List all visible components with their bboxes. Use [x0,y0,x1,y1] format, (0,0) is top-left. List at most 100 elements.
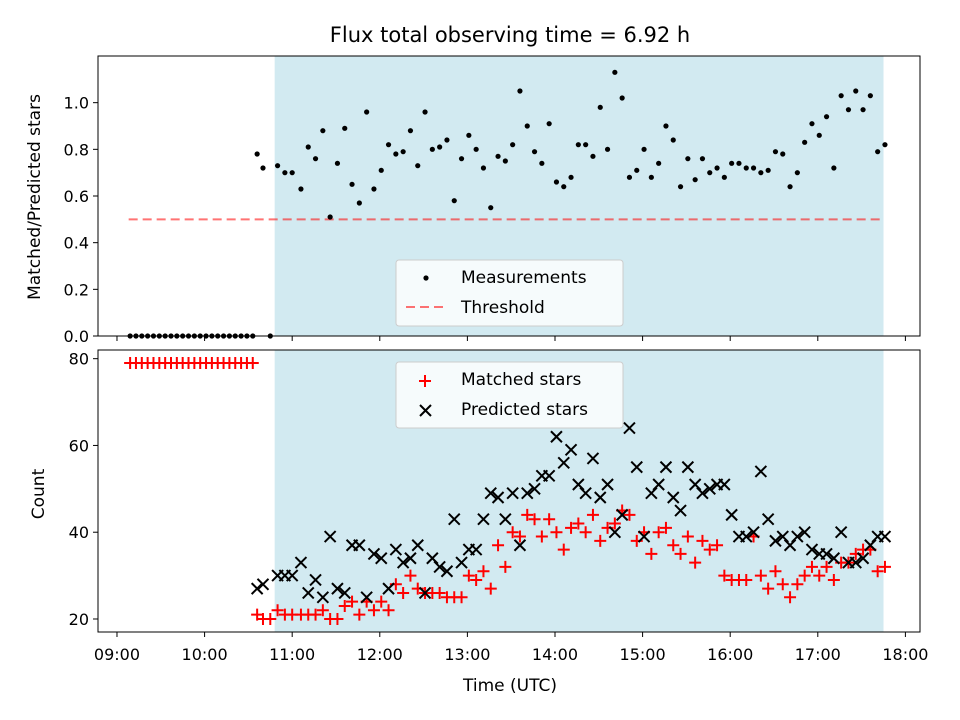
measurement-point [260,165,266,171]
predicted-star-point [367,547,381,561]
measurement-point [758,170,764,176]
measurement-point [517,88,523,94]
measurement-point [794,170,800,176]
predicted-star-point [382,582,395,595]
measurement-point [488,205,494,211]
matched-stars-points [124,357,891,625]
predicted-star-point [820,547,833,561]
matched-star-point [689,556,702,569]
matched-star-point [645,547,658,560]
measurement-point [422,109,428,115]
matched-star-point [543,513,556,526]
measurement-point [823,114,830,120]
predicted-star-point [404,552,417,565]
bottom-axes-frame [97,349,921,633]
matched-star-point [353,608,366,621]
measurement-point [495,153,501,159]
measurement-point [356,200,362,206]
predicted-star-point [652,478,665,491]
measurement-point [480,165,487,171]
matched-star-point [659,521,672,534]
measurement-point [604,146,611,152]
top-y-axis-label: Matched/Predicted stars [25,94,45,300]
bottom-x-ticks: 09:00 10:00 11:00 12:00 13:00 14:00 15:00 16:00… [94,632,928,664]
measurement-point [853,88,859,94]
predicted-star-point [528,482,541,496]
predicted-star-point [550,430,563,443]
x-tick-label: 18:00 [882,645,928,664]
measurement-point [765,167,771,173]
predicted-star-point [856,552,870,565]
measurement-point [553,179,560,185]
measurement-point [663,123,669,129]
predicted-star-point [285,569,299,582]
predicted-star-point [294,556,308,569]
measurement-point [349,181,355,187]
measurement-point [282,170,288,176]
matched-star-point [382,604,395,617]
measurement-point [780,151,786,157]
predicted-star-point [586,452,600,465]
top-x-ticks [116,336,906,341]
matched-star-point [557,543,570,556]
predicted-star-point [659,460,673,474]
matched-star-point [246,357,259,370]
top-y-tick-label: 0.0 [64,327,89,346]
matched-star-point [681,530,694,543]
top-legend-box [395,259,624,327]
measurement-point [860,107,866,113]
x-tick-label: 15:00 [620,645,666,664]
predicted-star-point [615,508,629,522]
predicted-star-point [601,478,614,491]
top-y-tick-label: 0.6 [64,187,89,206]
matched-star-point [462,569,475,582]
matched-star-point [667,539,680,552]
measurement-point [729,160,735,166]
x-tick-label: 10:00 [182,645,228,664]
x-tick-label: 13:00 [444,645,490,664]
predicted-star-point [256,578,270,591]
predicted-star-point [484,486,497,500]
matched-star-point [623,508,636,521]
measurement-point [867,93,873,99]
predicted-star-point [681,460,695,474]
bottom-legend: Matched stars Predicted stars [395,361,624,429]
measurement-point [685,156,691,162]
predicted-star-point [448,512,461,526]
measurement-point [714,165,720,171]
predicted-star-point [579,486,592,500]
measurement-point [838,93,844,99]
top-y-ticks: 0.0 0.2 0.4 0.6 0.8 1.0 [64,94,98,346]
predicted-star-point [557,456,570,470]
measurement-point [699,156,706,162]
measurement-point [385,142,392,148]
measurement-point [334,160,341,166]
predicted-star-point [375,552,388,565]
bottom-panel: 20 40 60 80 09:00 10:00 11:00 12:00 13:00 14:00 1… [29,349,928,696]
measurement-point [875,149,881,155]
matched-star-point [820,560,833,573]
predicted-star-point [849,556,862,569]
matched-star-point [397,586,410,599]
x-tick-label: 09:00 [94,645,140,664]
bottom-y-tick-label: 40 [69,523,89,542]
predicted-star-point [411,539,424,552]
measurement-point [400,149,406,155]
top-panel: 0.0 0.2 0.4 0.6 0.8 1.0 Matched/Predicted sta… [25,55,921,346]
measurement-point [320,128,326,134]
predicted-star-point [623,421,636,435]
matched-star-point [791,578,804,591]
measurement-point [772,149,779,155]
top-y-tick-label: 0.8 [64,140,89,159]
measurement-point [670,137,676,143]
matched-star-point [316,604,329,617]
measurement-point [561,184,567,190]
predicted-star-point [696,486,709,500]
measurement-point [451,198,457,204]
predicted-star-point [440,565,454,578]
matched-star-point [652,526,665,539]
measurements-legend-label: Measurements [461,268,587,288]
measurement-point [809,121,815,127]
measurement-point [721,174,727,180]
matched-star-point [703,543,716,556]
